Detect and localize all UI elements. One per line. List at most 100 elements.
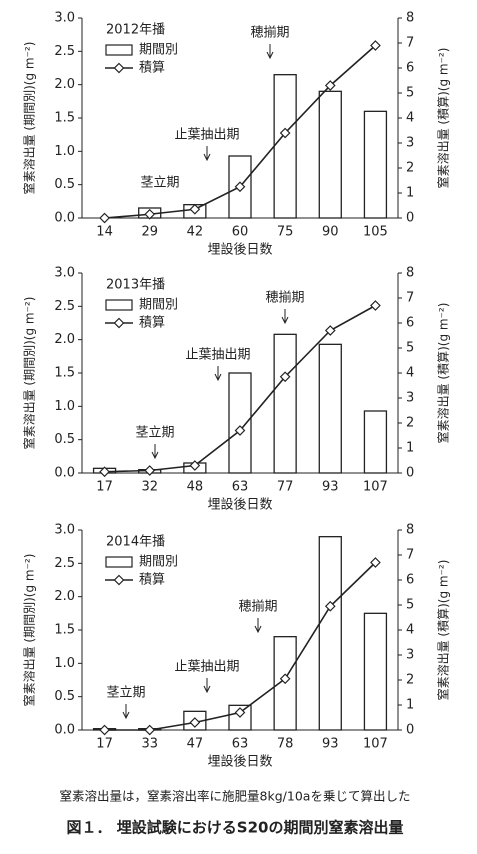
y-tick-label: 0.5 [54, 432, 75, 447]
x-tick-label: 32 [141, 480, 158, 495]
legend-swatch [113, 62, 125, 74]
x-axis-label: 埋設後日数 [207, 497, 272, 513]
legend-swatch [113, 317, 125, 329]
bar [363, 410, 388, 474]
bar [273, 74, 297, 219]
y-tick-label: 2.5 [54, 44, 75, 59]
x-tick-label: 17 [96, 737, 113, 752]
y2-tick-label: 5 [406, 341, 414, 356]
point [144, 465, 156, 476]
annotation-arrow [214, 373, 222, 382]
bar [318, 90, 342, 219]
x-tick-label: 42 [187, 225, 204, 240]
annotation-arrow [203, 153, 211, 162]
annotation-arrow [151, 451, 159, 460]
point [99, 212, 110, 224]
y-tick-label: 3.0 [54, 523, 75, 538]
y-tick-label: 2.5 [54, 299, 75, 314]
y2-tick-label: 4 [406, 623, 414, 638]
legend-label: 積算 [139, 316, 165, 331]
y-tick-label: 1.5 [54, 111, 75, 126]
y2-tick-label: 2 [406, 673, 414, 688]
point [279, 371, 291, 383]
x-tick-label: 14 [96, 225, 113, 240]
y-tick-label: 3.0 [54, 11, 75, 26]
y-tick-label: 3.0 [54, 266, 75, 281]
point [234, 707, 246, 718]
legend-label: 期間別 [139, 298, 178, 313]
point [234, 425, 246, 436]
y2-tick-label: 6 [406, 61, 414, 76]
x-tick-label: 75 [277, 225, 294, 240]
y-tick-label: 1.0 [54, 144, 75, 159]
x-axis-label: 埋設後日数 [207, 754, 272, 770]
legend-swatch [105, 556, 133, 568]
panel-title: 2012年播 [106, 23, 165, 38]
y2-axis-label: 窒素溶出量 (積算)(g m⁻²) [436, 303, 451, 444]
x-tick-label: 105 [363, 225, 388, 240]
point [99, 724, 110, 736]
x-tick-label: 90 [322, 225, 339, 240]
y-tick-label: 1.5 [54, 366, 75, 381]
point [370, 40, 381, 51]
point [189, 717, 201, 728]
x-tick-label: 48 [187, 480, 204, 495]
annotation-arrow [203, 685, 211, 694]
annotation: 茎立期 [140, 176, 179, 191]
point [370, 557, 381, 568]
y-tick-label: 2.0 [54, 332, 75, 347]
legend-label: 期間別 [139, 555, 178, 570]
y2-tick-label: 5 [406, 598, 414, 613]
y-tick-label: 2.5 [54, 556, 75, 571]
x-tick-label: 93 [322, 737, 339, 752]
bar [363, 612, 388, 731]
x-tick-label: 60 [232, 225, 249, 240]
y2-tick-label: 1 [406, 441, 414, 456]
x-tick-label: 47 [187, 737, 204, 752]
annotation: 止葉抽出期 [174, 660, 239, 675]
y2-tick-label: 1 [406, 186, 414, 201]
footnote: 窒素溶出量は，窒素溶出率に施肥量8kg/10aを乗じて算出した [60, 789, 411, 804]
y2-tick-label: 2 [406, 416, 414, 431]
bar [228, 372, 252, 474]
y2-tick-label: 6 [406, 573, 414, 588]
y2-tick-label: 2 [406, 161, 414, 176]
point [144, 208, 156, 220]
y-tick-label: 1.5 [54, 623, 75, 638]
y-tick-label: 1.0 [54, 656, 75, 671]
legend-swatch [105, 44, 133, 56]
point [279, 673, 291, 685]
annotation: 茎立期 [135, 426, 174, 441]
point [99, 466, 110, 478]
y2-tick-label: 0 [406, 723, 414, 738]
legend-swatch [113, 574, 125, 586]
panel-title: 2014年播 [106, 535, 165, 550]
x-tick-label: 63 [232, 737, 249, 752]
legend-label: 期間別 [139, 43, 178, 58]
y-tick-label: 0.0 [54, 466, 75, 481]
annotation: 止葉抽出期 [174, 128, 239, 143]
annotation-arrow [281, 316, 289, 325]
annotation: 穂揃期 [250, 25, 289, 41]
y-tick-label: 0.0 [54, 211, 75, 226]
y2-tick-label: 7 [406, 548, 414, 563]
y2-tick-label: 7 [406, 291, 414, 306]
y-axis-label: 窒素溶出量 (期間別)(g m⁻²) [22, 554, 37, 707]
annotation-arrow [266, 51, 274, 60]
annotation-arrow [122, 711, 130, 720]
y2-tick-label: 3 [406, 391, 414, 406]
legend-label: 積算 [139, 61, 165, 76]
annotation: 茎立期 [106, 686, 145, 701]
y2-tick-label: 7 [406, 36, 414, 51]
point [324, 600, 336, 612]
y2-tick-label: 5 [406, 86, 414, 101]
x-tick-label: 29 [141, 225, 158, 240]
bar [363, 110, 388, 219]
y2-tick-label: 6 [406, 316, 414, 331]
point [189, 203, 201, 215]
y2-tick-label: 4 [406, 111, 414, 126]
x-tick-label: 78 [277, 737, 294, 752]
y-tick-label: 0.5 [54, 689, 75, 704]
point [144, 724, 156, 736]
